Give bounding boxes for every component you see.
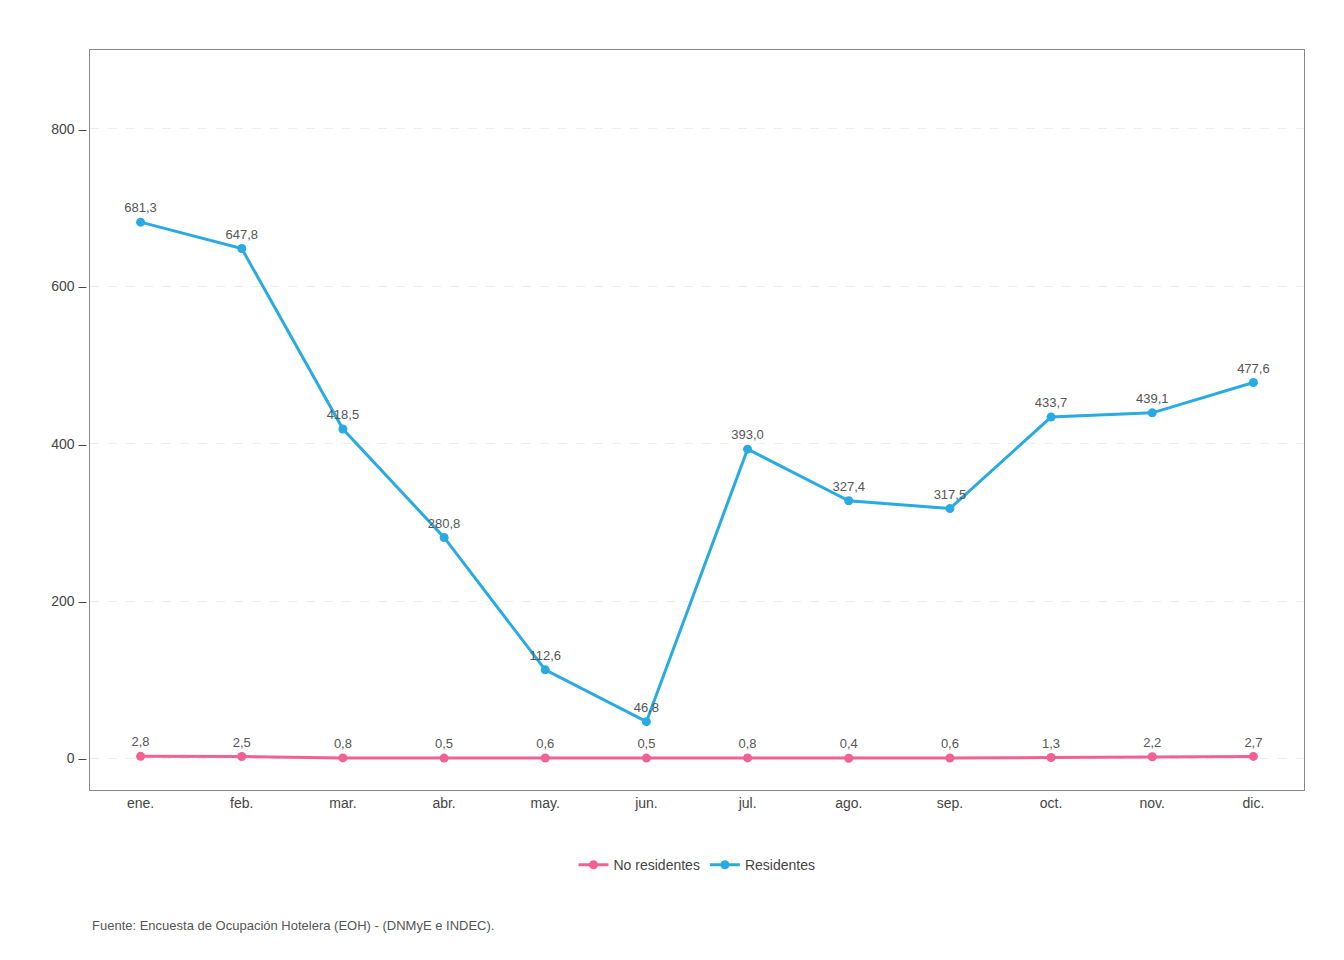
svg-text:0,5: 0,5	[637, 736, 655, 751]
svg-text:433,7: 433,7	[1035, 395, 1068, 410]
svg-text:600 –: 600 –	[51, 278, 86, 294]
svg-text:800 –: 800 –	[51, 121, 86, 137]
svg-text:0 –: 0 –	[67, 750, 87, 766]
svg-text:2,2: 2,2	[1143, 735, 1161, 750]
svg-text:dic.: dic.	[1243, 795, 1265, 811]
svg-text:200 –: 200 –	[51, 593, 86, 609]
svg-text:327,4: 327,4	[832, 479, 865, 494]
svg-text:0,4: 0,4	[840, 736, 858, 751]
svg-text:317,5: 317,5	[934, 487, 967, 502]
svg-text:0,8: 0,8	[334, 736, 352, 751]
svg-text:No residentes: No residentes	[614, 857, 700, 873]
svg-text:oct.: oct.	[1040, 795, 1063, 811]
svg-text:jun.: jun.	[634, 795, 658, 811]
svg-text:sep.: sep.	[937, 795, 963, 811]
svg-text:647,8: 647,8	[225, 227, 258, 242]
svg-text:2,5: 2,5	[233, 735, 251, 750]
svg-text:418,5: 418,5	[327, 407, 360, 422]
svg-text:0,5: 0,5	[435, 736, 453, 751]
svg-text:400 –: 400 –	[51, 436, 86, 452]
svg-text:ene.: ene.	[127, 795, 154, 811]
svg-text:477,6: 477,6	[1237, 361, 1270, 376]
svg-text:2,8: 2,8	[132, 734, 150, 749]
svg-text:may.: may.	[531, 795, 560, 811]
svg-text:0,6: 0,6	[536, 736, 554, 751]
svg-text:280,8: 280,8	[428, 516, 461, 531]
svg-text:2,7: 2,7	[1244, 735, 1262, 750]
svg-text:Residentes: Residentes	[745, 857, 815, 873]
svg-text:jul.: jul.	[738, 795, 757, 811]
svg-text:393,0: 393,0	[731, 427, 764, 442]
svg-text:mar.: mar.	[329, 795, 356, 811]
svg-text:46,8: 46,8	[634, 700, 659, 715]
svg-text:1,3: 1,3	[1042, 736, 1060, 751]
svg-text:681,3: 681,3	[124, 200, 157, 215]
svg-text:feb.: feb.	[230, 795, 253, 811]
svg-text:0,8: 0,8	[739, 736, 757, 751]
svg-text:0,6: 0,6	[941, 736, 959, 751]
svg-text:439,1: 439,1	[1136, 391, 1169, 406]
svg-text:ago.: ago.	[835, 795, 862, 811]
svg-text:nov.: nov.	[1140, 795, 1165, 811]
svg-text:112,6: 112,6	[529, 648, 561, 663]
svg-text:abr.: abr.	[432, 795, 455, 811]
svg-text:Fuente: Encuesta de Ocupación: Fuente: Encuesta de Ocupación Hotelera (…	[92, 918, 494, 933]
